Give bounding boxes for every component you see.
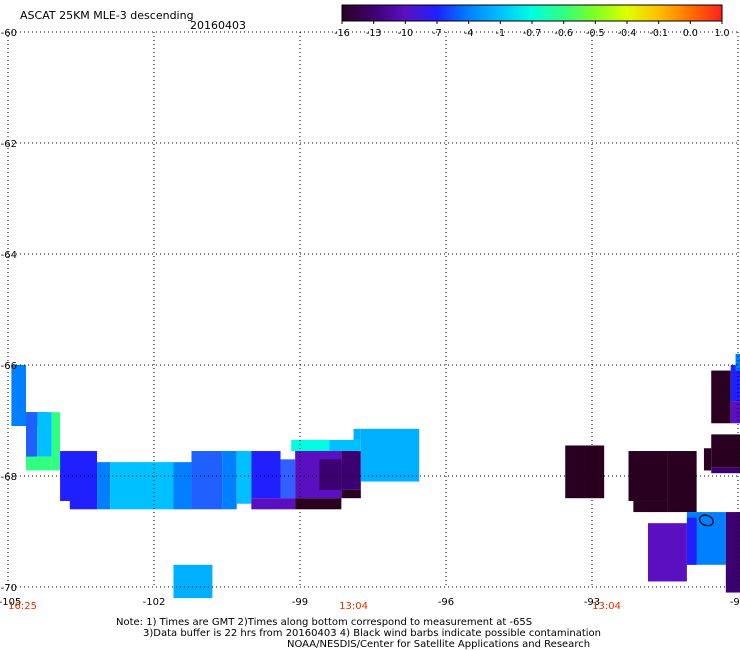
data-cell [222, 451, 237, 510]
data-cells [11, 353, 740, 599]
data-cell [329, 439, 361, 452]
x-tick-label: -96 [438, 597, 454, 608]
data-cell [341, 451, 361, 490]
data-cell [647, 523, 687, 582]
data-cell [730, 365, 740, 402]
data-cell [730, 401, 740, 424]
x-tick-label: -105 [0, 597, 21, 608]
colorbar-label: 0.0 [683, 28, 698, 39]
data-cell [26, 456, 52, 471]
y-tick-label: -70 [1, 583, 17, 594]
y-tick-label: -60 [1, 28, 17, 39]
colorbar-gradient [341, 4, 723, 22]
time-labels: 16:25 13:04 13:04 [8, 601, 621, 612]
data-cell [711, 434, 740, 468]
colorbar-label: -0.4 [618, 28, 637, 39]
x-tick-label: -90 [730, 597, 740, 608]
data-cell [97, 462, 111, 510]
colorbar-label: -1 [496, 28, 505, 39]
colorbar-label: -7 [432, 28, 441, 39]
x-tick-label: -93 [584, 597, 600, 608]
data-cell [353, 428, 361, 440]
data-cell [69, 462, 98, 510]
data-cell [633, 500, 668, 513]
data-cell [11, 365, 27, 427]
colorbar-label: -0.7 [523, 28, 542, 39]
note-line-1: Note: 1) Times are GMT 2)Times along bot… [116, 617, 532, 628]
gridlines [7, 31, 739, 588]
data-cell [360, 428, 420, 482]
y-tick-label: -66 [1, 361, 17, 372]
time-label: 13:04 [339, 601, 368, 612]
wind-barbs [698, 514, 714, 527]
data-cell [711, 467, 740, 474]
data-cell [703, 448, 712, 471]
data-cell [173, 564, 213, 599]
data-cell [628, 451, 668, 501]
colorbar-label: -0.5 [586, 28, 605, 39]
data-cell [251, 451, 281, 499]
data-cell [319, 459, 342, 490]
data-cell [37, 412, 52, 457]
colorbar: -16 -13 -10 -7 -4 -1 -0.7 -0.6 -0.5 -0.4 -0.1 0.0 1.… [334, 4, 730, 39]
x-tick-label: -99 [292, 597, 308, 608]
colorbar-label: -4 [464, 28, 473, 39]
data-cell [26, 412, 38, 468]
time-label: 16:25 [8, 601, 37, 612]
colorbar-label: -16 [334, 28, 350, 39]
note-line-2: 3)Data buffer is 22 hrs from 20160403 4)… [143, 628, 601, 639]
colorbar-label: -10 [398, 28, 414, 39]
data-cell [686, 517, 697, 565]
x-tick-label: -102 [143, 597, 166, 608]
axis-ticks: -105 -102 -99 -96 -93 -90 -60 -62 -64 -66 -68 -70 [0, 28, 740, 608]
note-line-3: NOAA/NESDIS/Center for Satellite Applica… [287, 639, 590, 650]
data-cell [341, 489, 361, 499]
colorbar-label: -13 [366, 28, 382, 39]
data-cell [725, 512, 740, 593]
data-cell [280, 459, 296, 499]
data-cell [191, 451, 223, 510]
chart-title: ASCAT 25KM MLE-3 descending [20, 9, 194, 22]
colorbar-label: -0.1 [649, 28, 668, 39]
time-label: 13:04 [592, 601, 621, 612]
data-cell [251, 498, 296, 510]
y-tick-label: -64 [1, 250, 17, 261]
colorbar-label: 1.0 [714, 28, 729, 39]
y-tick-label: -62 [1, 139, 17, 150]
data-cell [565, 445, 605, 499]
data-cell [711, 370, 731, 424]
data-cell [51, 412, 61, 471]
wind-barb-marker [698, 514, 714, 527]
data-cell [295, 498, 342, 510]
y-tick-label: -68 [1, 472, 17, 483]
data-cell [667, 451, 697, 513]
data-cell [173, 462, 192, 510]
data-cell [735, 353, 740, 371]
data-cell [236, 451, 252, 504]
data-cell [110, 462, 174, 510]
chart-date: 20160403 [190, 19, 246, 32]
colorbar-label: -0.6 [554, 28, 573, 39]
data-cell [291, 439, 330, 452]
